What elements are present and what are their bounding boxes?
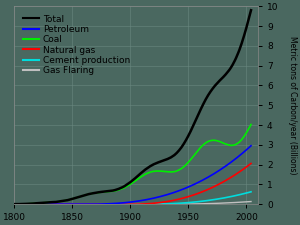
Legend: Total, Petroleum, Coal, Natural gas, Cement production, Gas Flaring: Total, Petroleum, Coal, Natural gas, Cem… — [21, 13, 132, 77]
Y-axis label: Metric tons of Carbon/year (Billions): Metric tons of Carbon/year (Billions) — [288, 36, 297, 174]
